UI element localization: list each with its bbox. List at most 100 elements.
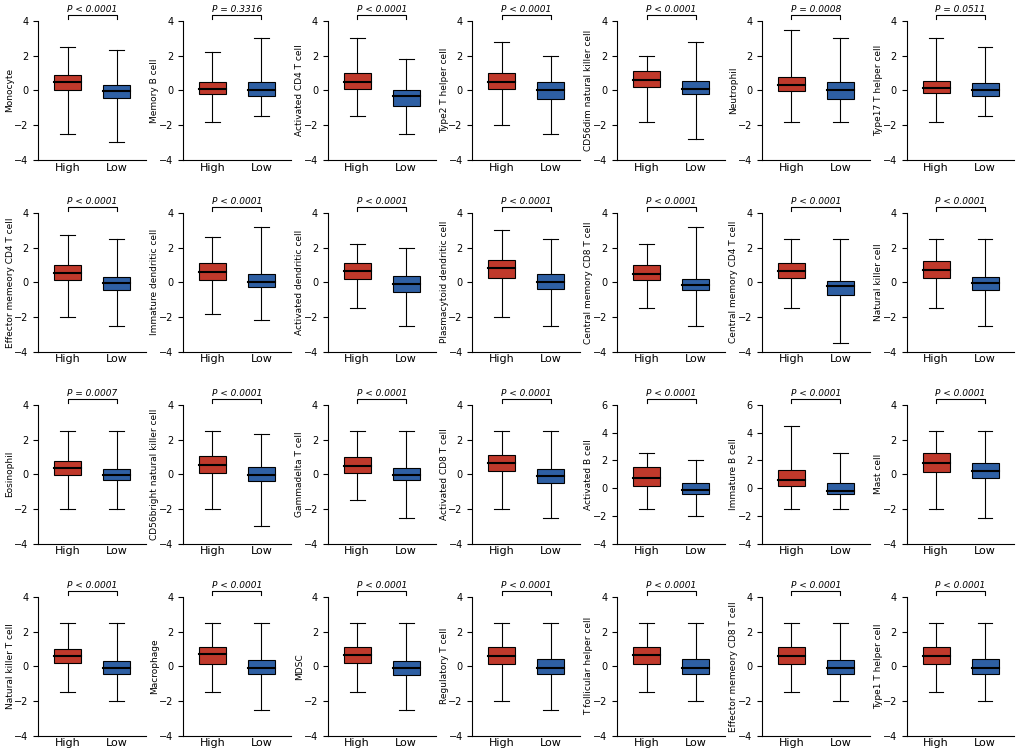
Y-axis label: Immature dendritic cell: Immature dendritic cell [150,229,159,336]
Bar [199,263,225,280]
Bar [633,647,659,664]
Bar [921,81,949,93]
Text: P = 0.0008: P = 0.0008 [790,5,840,14]
Y-axis label: Effector memeory CD8 T cell: Effector memeory CD8 T cell [729,601,738,731]
Y-axis label: Natural killer cell: Natural killer cell [873,244,882,321]
Y-axis label: Natural killer T cell: Natural killer T cell [5,624,14,710]
Text: P < 0.0001: P < 0.0001 [934,581,984,590]
Bar [971,277,998,290]
Bar [921,262,949,278]
Bar [103,661,130,674]
Text: P < 0.0001: P < 0.0001 [500,5,551,14]
Bar [343,263,370,279]
Bar [488,647,515,664]
Text: P < 0.0001: P < 0.0001 [934,197,984,206]
Y-axis label: Central memory CD8 T cell: Central memory CD8 T cell [584,221,593,344]
Text: P < 0.0001: P < 0.0001 [67,5,117,14]
Bar [488,259,515,278]
Bar [199,456,225,474]
Bar [777,647,804,664]
Text: P = 0.3316: P = 0.3316 [212,5,262,14]
Bar [971,659,998,674]
Y-axis label: Mast cell: Mast cell [873,454,882,495]
Bar [103,277,130,290]
Y-axis label: CD56dim natural killer cell: CD56dim natural killer cell [584,29,593,151]
Bar [826,280,853,296]
Y-axis label: Activated CD8 T cell: Activated CD8 T cell [439,428,448,520]
Bar [682,483,708,494]
Bar [921,647,949,664]
Bar [682,659,708,674]
Y-axis label: Plasmacytoid dendritic cell: Plasmacytoid dendritic cell [439,221,448,344]
Text: P < 0.0001: P < 0.0001 [500,581,551,590]
Bar [392,276,419,292]
Bar [826,81,853,99]
Y-axis label: T follicular helper cell: T follicular helper cell [584,617,593,716]
Y-axis label: Effector memeory CD4 T cell: Effector memeory CD4 T cell [5,217,14,348]
Text: P < 0.0001: P < 0.0001 [645,389,696,398]
Text: P < 0.0001: P < 0.0001 [67,197,117,206]
Y-axis label: Eosinophil: Eosinophil [5,451,14,498]
Bar [826,661,853,674]
Bar [103,85,130,98]
Bar [199,81,225,93]
Bar [633,265,659,280]
Bar [248,661,275,674]
Text: P = 0.0007: P = 0.0007 [67,389,117,398]
Text: P < 0.0001: P < 0.0001 [645,581,696,590]
Text: P < 0.0001: P < 0.0001 [934,389,984,398]
Bar [54,461,82,475]
Bar [633,71,659,87]
Bar [248,467,275,481]
Bar [921,453,949,472]
Bar [392,90,419,106]
Text: P < 0.0001: P < 0.0001 [212,581,262,590]
Bar [343,647,370,663]
Bar [633,467,659,486]
Text: P < 0.0001: P < 0.0001 [357,5,407,14]
Text: P < 0.0001: P < 0.0001 [790,389,840,398]
Y-axis label: Activated CD4 T cell: Activated CD4 T cell [294,44,304,136]
Y-axis label: Activated dendritic cell: Activated dendritic cell [294,230,304,335]
Bar [777,263,804,278]
Y-axis label: Immature B cell: Immature B cell [729,438,738,510]
Bar [537,469,564,483]
Bar [971,463,998,478]
Text: P < 0.0001: P < 0.0001 [357,581,407,590]
Bar [777,78,804,91]
Bar [103,469,130,480]
Bar [54,75,82,90]
Bar [682,81,708,93]
Text: P < 0.0001: P < 0.0001 [790,197,840,206]
Text: P < 0.0001: P < 0.0001 [500,197,551,206]
Bar [248,81,275,97]
Text: P = 0.0511: P = 0.0511 [934,5,984,14]
Bar [537,81,564,99]
Y-axis label: Activated B cell: Activated B cell [584,439,593,510]
Bar [777,470,804,486]
Bar [682,279,708,290]
Y-axis label: Regulatory T cell: Regulatory T cell [439,628,448,704]
Y-axis label: Gammadelta T cell: Gammadelta T cell [294,431,304,517]
Bar [488,455,515,470]
Bar [248,274,275,287]
Text: P < 0.0001: P < 0.0001 [500,389,551,398]
Bar [392,661,419,675]
Text: P < 0.0001: P < 0.0001 [645,5,696,14]
Y-axis label: Neutrophil: Neutrophil [729,66,738,114]
Text: P < 0.0001: P < 0.0001 [357,197,407,206]
Y-axis label: Monocyte: Monocyte [5,69,14,112]
Text: P < 0.0001: P < 0.0001 [67,581,117,590]
Y-axis label: Type2 T helper cell: Type2 T helper cell [439,48,448,133]
Text: P < 0.0001: P < 0.0001 [790,581,840,590]
Y-axis label: Type1 T helper cell: Type1 T helper cell [873,624,882,709]
Y-axis label: Type17 T helper cell: Type17 T helper cell [873,44,882,136]
Y-axis label: MDSC: MDSC [294,653,304,679]
Text: P < 0.0001: P < 0.0001 [212,389,262,398]
Y-axis label: Macrophage: Macrophage [150,639,159,694]
Bar [199,647,225,664]
Bar [537,274,564,290]
Text: P < 0.0001: P < 0.0001 [357,389,407,398]
Bar [488,73,515,88]
Text: P < 0.0001: P < 0.0001 [645,197,696,206]
